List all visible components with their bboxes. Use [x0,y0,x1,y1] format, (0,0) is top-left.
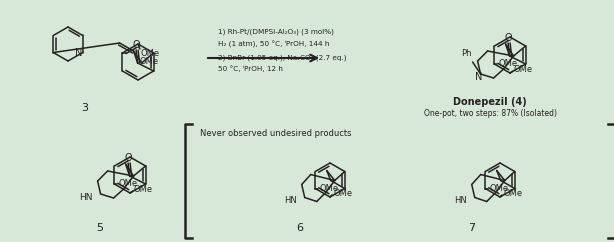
Text: OMe: OMe [489,184,508,193]
Text: O: O [505,33,513,43]
Text: OMe: OMe [499,60,518,68]
Text: 5: 5 [96,223,104,233]
Text: HN: HN [79,192,93,202]
Text: One-pot, two steps: 87% (Isolated): One-pot, two steps: 87% (Isolated) [424,108,556,118]
Text: O: O [133,40,141,50]
Text: H₂ (1 atm), 50 °C, ⁱPrOH, 144 h: H₂ (1 atm), 50 °C, ⁱPrOH, 144 h [218,39,329,47]
Text: N: N [475,72,482,82]
Text: Donepezil (4): Donepezil (4) [453,97,527,107]
Text: OMe: OMe [503,189,522,197]
Text: OMe: OMe [141,48,160,58]
Text: N: N [75,47,82,58]
Text: 7: 7 [468,223,476,233]
Text: O: O [125,153,133,163]
Text: 6: 6 [297,223,303,233]
Text: HN: HN [454,196,467,205]
Text: OMe: OMe [514,65,533,74]
Text: OMe: OMe [319,184,338,193]
Text: OMe: OMe [140,57,159,66]
Text: HN: HN [284,196,297,205]
Text: Ph: Ph [461,50,472,59]
Text: 3: 3 [82,103,88,113]
Text: OMe: OMe [333,189,352,197]
Text: OMe: OMe [119,180,138,189]
Text: 2) BnBr (1.05 eq.), Na₂CO₃ (2.7 eq.): 2) BnBr (1.05 eq.), Na₂CO₃ (2.7 eq.) [218,55,346,61]
Text: OMe: OMe [134,184,153,194]
Text: 50 °C, ⁱPrOH, 12 h: 50 °C, ⁱPrOH, 12 h [218,66,283,73]
Text: Never observed undesired products: Never observed undesired products [200,129,351,137]
Text: 1) Rh-Pt/(DMPSi-Al₂O₃) (3 mol%): 1) Rh-Pt/(DMPSi-Al₂O₃) (3 mol%) [218,29,334,35]
